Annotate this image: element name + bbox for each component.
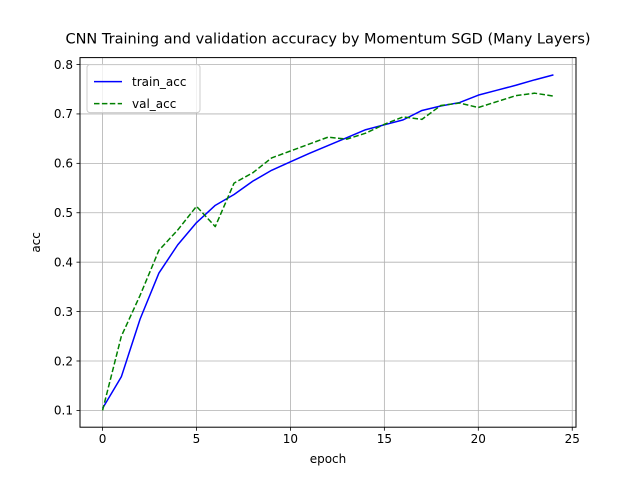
y-tick-label: 0.4 xyxy=(54,255,73,269)
y-tick-label: 0.5 xyxy=(54,206,73,220)
series-layer xyxy=(101,74,554,411)
series-line-val-acc xyxy=(101,92,554,411)
grid-layer xyxy=(80,57,576,428)
legend-box xyxy=(86,64,201,114)
legend-label-val-acc: val_acc xyxy=(132,97,176,111)
y-tick-label: 0.7 xyxy=(54,107,73,121)
x-tick-label: 10 xyxy=(283,432,298,446)
legend: train_acc val_acc xyxy=(86,64,201,114)
x-axis-label: epoch xyxy=(310,452,347,466)
chart-title: CNN Training and validation accuracy by … xyxy=(65,32,590,48)
y-axis-label: acc xyxy=(29,232,43,253)
x-tick-label: 15 xyxy=(377,432,392,446)
y-tick-label: 0.1 xyxy=(54,404,73,418)
x-tick-label: 0 xyxy=(99,432,107,446)
legend-label-train-acc: train_acc xyxy=(132,75,186,89)
plot-frame xyxy=(79,57,577,428)
x-tick-label: 20 xyxy=(471,432,486,446)
x-tick-label: 5 xyxy=(193,432,201,446)
y-tick-label: 0.6 xyxy=(54,157,73,171)
y-tick-label: 0.3 xyxy=(54,305,73,319)
ticks-layer: 0 5 10 15 20 25 0.1 0.2 0.3 0.4 0.5 0.6 0.7 0.8 xyxy=(54,58,580,446)
y-tick-label: 0.2 xyxy=(54,354,73,368)
x-tick-label: 25 xyxy=(565,432,580,446)
series-line-train-acc xyxy=(101,74,554,409)
y-tick-label: 0.8 xyxy=(54,58,73,72)
